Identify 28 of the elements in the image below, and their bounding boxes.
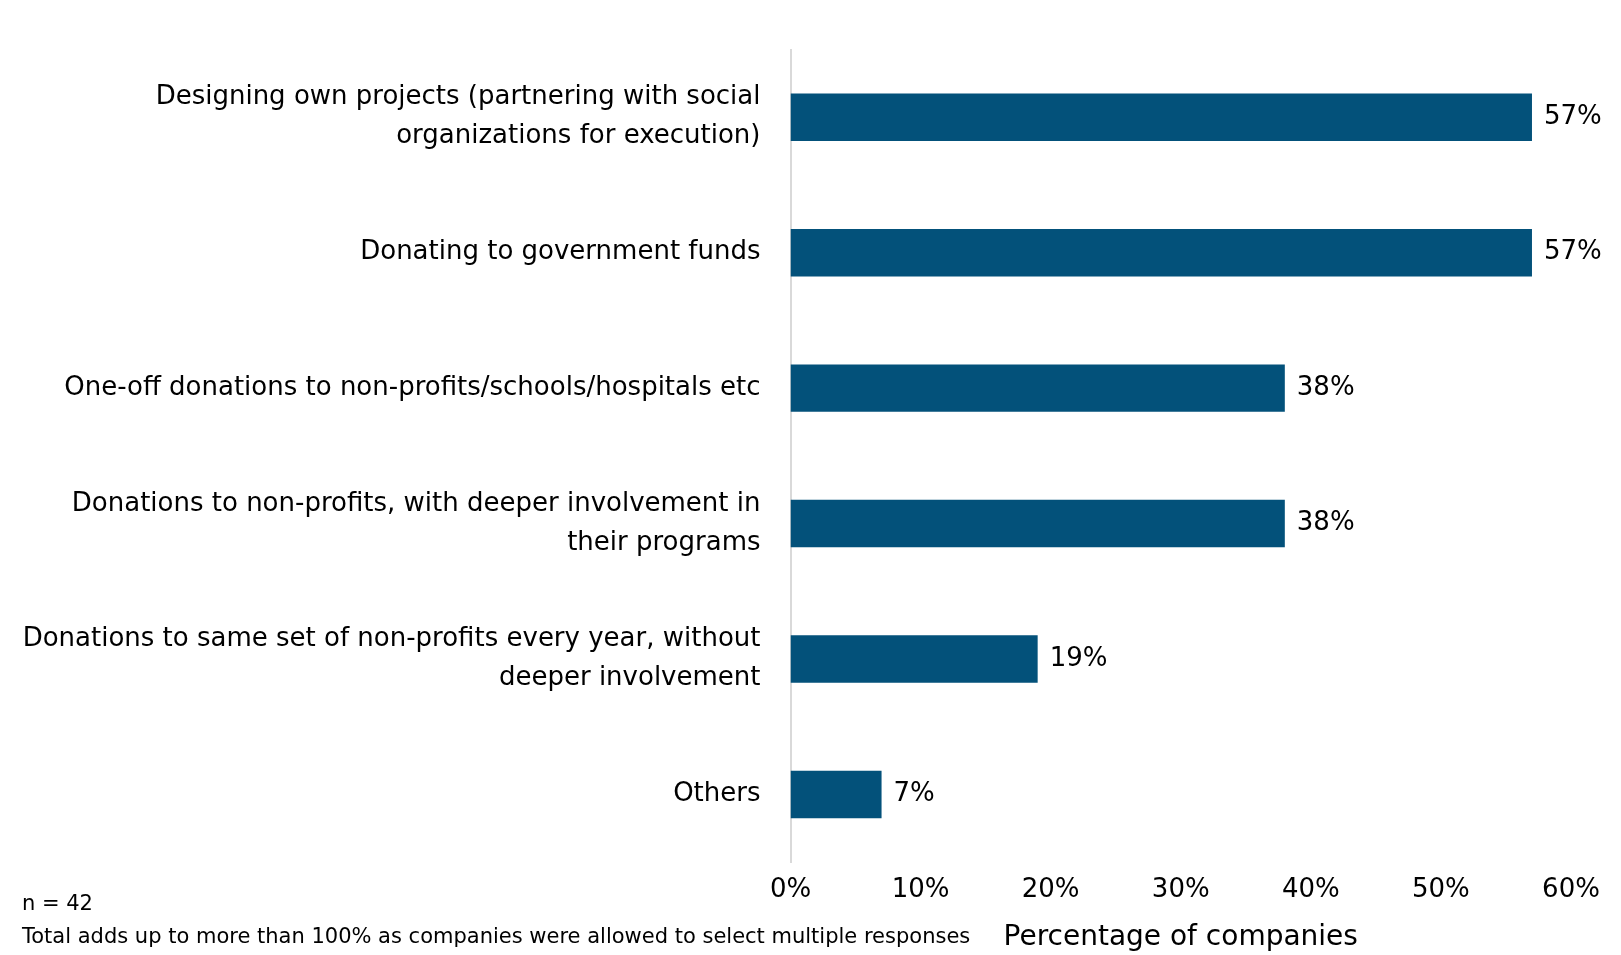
bar [790,770,882,819]
x-tick-label: 60% [1542,872,1600,903]
bar [790,635,1038,683]
bar [790,228,1532,277]
y-tick-label: Donating to government funds [360,235,761,266]
text: Total adds up to more than 100% as companies were allowed to select multiple responses [21,924,971,948]
data-label: 38% [1296,370,1355,401]
data-label: 57% [1543,99,1602,130]
x-tick-label: 50% [1412,872,1470,903]
x-tick-label: 30% [1151,872,1210,903]
y-tick-label: Designing own projects (partnering with social organizations for execution) [155,80,761,150]
y-tick-label: Donations to non-profits, with deeper involvement in their programs [71,486,761,556]
data-label: 7% [893,777,935,808]
y-tick-label: Others [673,777,761,808]
x-tick-label: 40% [1281,872,1340,903]
data-label: 57% [1543,235,1602,266]
data-label: 19% [1049,641,1108,672]
y-tick-label: One-off donations to non-profits/schools/hospitals etc [64,370,761,401]
x-tick-label: 20% [1021,872,1080,903]
data-label: 38% [1296,506,1355,537]
x-tick-label: 0% [769,872,812,903]
bar [790,364,1285,412]
text: n = 42 [22,891,93,915]
x-tick-label: 10% [891,872,950,903]
bar [790,93,1532,141]
y-tick-label: Donations to same set of non-profits every year, without deeper involvement [22,622,761,692]
x-axis-title: Percentage of companies [1003,919,1358,953]
bar [790,499,1285,548]
